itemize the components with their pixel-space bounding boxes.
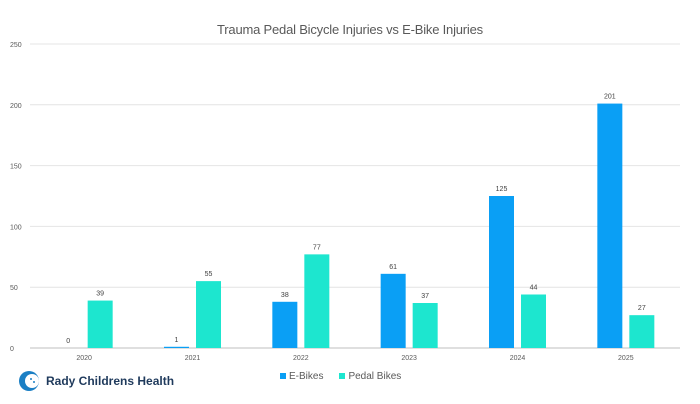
x-tick-label: 2020 [76,355,92,362]
legend-swatch-pedal-bikes [339,373,346,380]
data-label: 38 [281,292,289,299]
data-label: 27 [638,305,646,312]
data-label: 44 [530,284,538,291]
data-label: 0 [66,338,70,345]
bar-pedal-bikes [304,254,330,348]
logo: Rady Childrens Health [18,370,174,392]
bar-pedal-bikes [412,303,438,348]
chart-title: Trauma Pedal Bicycle Injuries vs E-Bike … [217,22,483,37]
data-label: 1 [175,337,179,344]
x-tick-label: 2021 [185,355,201,362]
data-label: 77 [313,244,321,251]
legend-item-ebikes[interactable]: E-Bikes [280,371,323,382]
y-tick-label: 50 [10,285,18,292]
data-label: 201 [604,94,616,101]
bar-e-bikes [272,301,298,348]
data-label: 55 [205,271,213,278]
legend: E-Bikes Pedal Bikes [280,371,401,382]
logo-text: Rady Childrens Health [46,374,175,388]
y-tick-label: 200 [10,103,22,110]
data-label: 125 [496,186,508,193]
y-tick-label: 150 [10,164,22,171]
x-tick-label: 2022 [293,355,309,362]
y-tick-label: 250 [10,42,22,49]
data-label: 39 [96,291,104,298]
bar-pedal-bikes [521,294,546,348]
legend-item-pedal-bikes[interactable]: Pedal Bikes [339,371,401,382]
y-tick-label: 0 [10,346,14,353]
bar-e-bikes [164,346,189,348]
bar-e-bikes [489,196,514,348]
bar-e-bikes [597,103,623,348]
bar-pedal-bikes [629,315,655,348]
x-tick-label: 2024 [510,355,526,362]
logo-icon [19,371,39,391]
x-tick-label: 2023 [401,355,417,362]
y-tick-label: 100 [10,224,22,231]
x-tick-label: 2025 [618,355,634,362]
bar-pedal-bikes [196,281,221,348]
legend-label-pedal-bikes: Pedal Bikes [348,371,402,382]
legend-swatch-ebikes [280,373,286,380]
data-label: 61 [389,264,397,271]
data-label: 37 [421,293,429,300]
bar-pedal-bikes [87,300,113,348]
bar-e-bikes [380,273,406,348]
legend-label-ebikes: E-Bikes [289,371,324,382]
